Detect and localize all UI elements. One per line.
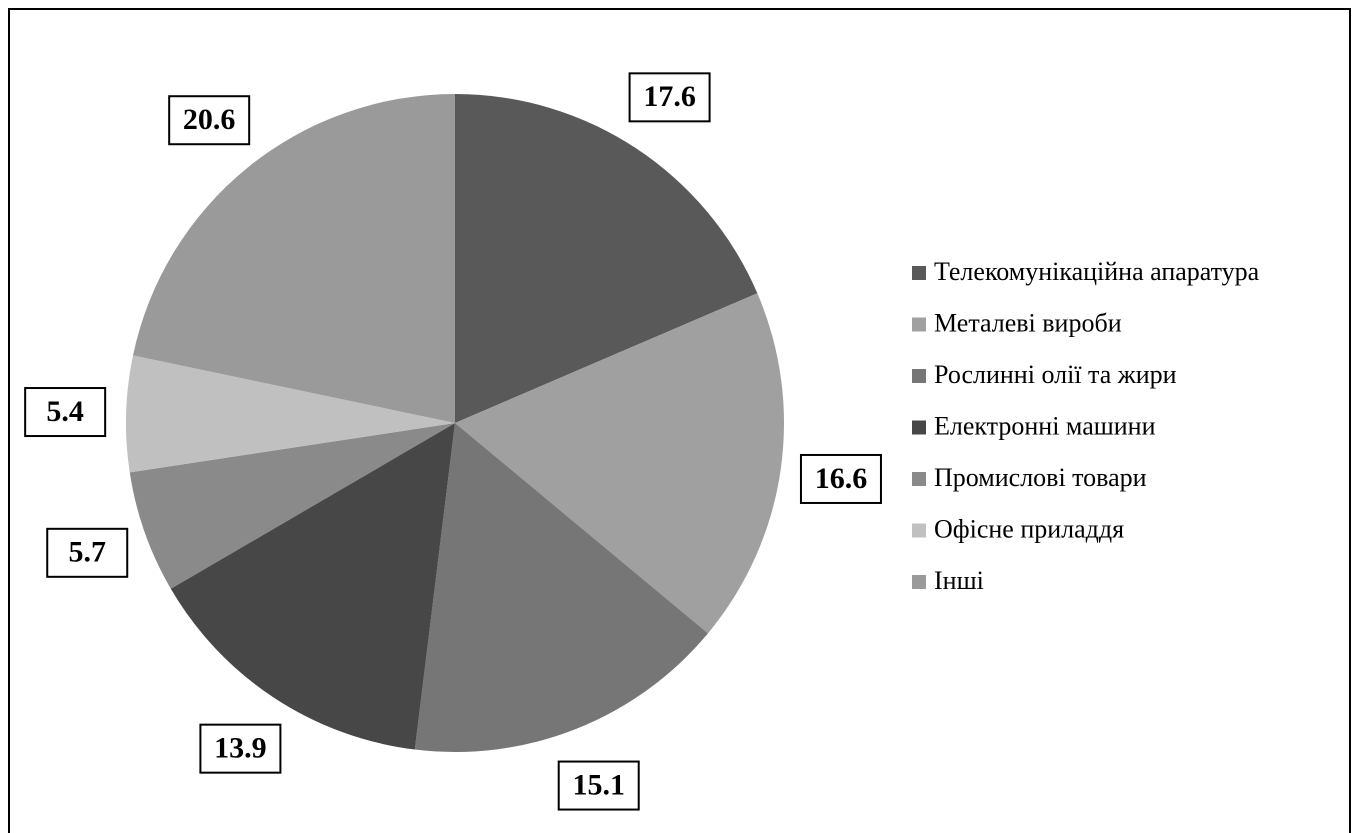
data-label-box xyxy=(46,527,129,578)
legend-swatch xyxy=(912,472,926,486)
pie-slice xyxy=(129,423,455,589)
legend-swatch xyxy=(912,575,926,589)
data-label: 16.6 xyxy=(815,462,868,495)
data-label: 5.4 xyxy=(46,395,84,428)
data-label: 15.1 xyxy=(572,768,625,801)
pie-slice xyxy=(455,293,784,634)
data-label-box xyxy=(199,723,282,774)
legend-swatch xyxy=(912,369,926,383)
data-label-box xyxy=(24,387,107,438)
legend-swatch xyxy=(912,266,926,280)
legend-label: Промислові товари xyxy=(934,463,1147,492)
legend-swatch xyxy=(912,523,926,538)
legend-swatch xyxy=(912,317,926,332)
data-label: 13.9 xyxy=(214,732,267,765)
data-label-box xyxy=(557,760,640,811)
pie-slice xyxy=(455,94,758,423)
pie-slice xyxy=(133,94,455,423)
pie-slice xyxy=(170,423,455,750)
legend-label: Металеві вироби xyxy=(934,308,1122,337)
legend-swatch xyxy=(912,420,926,435)
frame xyxy=(8,8,1351,833)
legend-label: Електронні машини xyxy=(934,411,1156,440)
data-label: 5.7 xyxy=(68,536,106,569)
pie-slice xyxy=(414,423,708,752)
data-label: 17.6 xyxy=(643,80,696,113)
pie-slice xyxy=(126,355,455,473)
legend-label: Офісне приладдя xyxy=(934,514,1124,543)
legend-label: Інші xyxy=(934,566,984,595)
data-label: 20.6 xyxy=(183,103,236,136)
data-label-box xyxy=(168,95,251,146)
data-label-box xyxy=(799,453,882,504)
legend-label: Телекомунікаційна апаратура xyxy=(934,257,1260,286)
data-label-box xyxy=(628,72,711,123)
legend-label: Рослинні олії та жири xyxy=(934,360,1177,389)
